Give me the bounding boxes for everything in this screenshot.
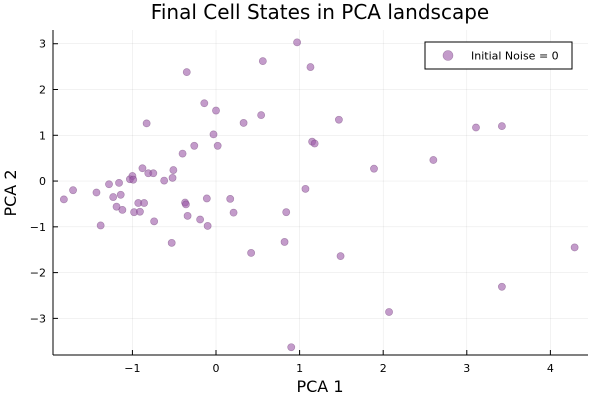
x-tick-label: 4	[547, 362, 554, 375]
x-tick-label: 1	[296, 362, 303, 375]
y-tick-label: 1	[39, 129, 46, 142]
axes	[52, 30, 588, 356]
data-point	[202, 194, 211, 203]
data-point	[212, 106, 220, 115]
data-point	[200, 99, 209, 108]
data-point	[306, 63, 315, 71]
ticks: −1 0 1 2 3 4 −3 −2 −1 0 1 2 3	[30, 38, 554, 375]
data-point	[334, 115, 343, 124]
data-point	[213, 141, 222, 150]
data-point	[229, 208, 238, 217]
chart-title: Final Cell States in PCA landscape	[151, 0, 489, 24]
data-point	[136, 207, 144, 216]
data-point	[116, 190, 125, 199]
data-point	[301, 184, 310, 193]
y-tick-label: 2	[39, 84, 46, 97]
legend: Initial Noise = 0	[424, 41, 573, 70]
data-points	[59, 38, 579, 352]
data-point	[239, 119, 248, 127]
x-axis-label: PCA 1	[296, 377, 343, 396]
data-point	[282, 208, 291, 217]
x-tick-label: 2	[380, 362, 387, 375]
data-point	[257, 111, 266, 120]
x-tick-label: 3	[463, 362, 470, 375]
data-point	[472, 123, 480, 132]
data-point	[92, 188, 101, 197]
data-point	[370, 164, 378, 173]
data-point	[258, 57, 267, 66]
data-point	[109, 193, 118, 201]
data-point	[69, 186, 77, 195]
data-point	[385, 308, 393, 316]
data-point	[142, 119, 151, 128]
data-point	[183, 211, 192, 220]
data-point	[190, 141, 199, 150]
grid	[53, 30, 588, 355]
data-point	[570, 243, 579, 252]
x-tick-label: −1	[124, 362, 140, 375]
data-point	[105, 180, 113, 189]
data-point	[149, 169, 158, 178]
data-point	[226, 195, 235, 203]
data-point	[112, 202, 121, 211]
data-point	[96, 221, 105, 230]
data-point	[138, 164, 147, 173]
y-tick-label: −3	[30, 312, 46, 325]
data-point	[182, 200, 190, 209]
data-point	[59, 195, 68, 204]
data-point	[150, 217, 159, 226]
data-point	[167, 238, 176, 247]
data-point	[140, 199, 149, 207]
legend-marker	[442, 50, 454, 61]
y-tick-label: −2	[30, 267, 46, 280]
data-point	[429, 156, 438, 164]
y-axis-label: PCA 2	[1, 169, 20, 216]
data-point	[336, 252, 345, 261]
x-tick-label: 0	[213, 362, 220, 375]
data-point	[178, 149, 187, 158]
data-point	[280, 238, 289, 246]
data-point	[310, 139, 319, 148]
data-point	[497, 282, 506, 291]
data-point	[169, 166, 178, 174]
legend-label: Initial Noise = 0	[471, 50, 559, 63]
data-point	[497, 122, 506, 131]
data-point	[115, 178, 123, 187]
y-tick-label: 0	[39, 175, 46, 188]
data-point	[293, 38, 301, 47]
y-tick-label: −1	[30, 221, 46, 234]
data-point	[168, 173, 177, 182]
data-point	[247, 249, 256, 257]
data-point	[203, 222, 212, 230]
y-tick-label: 3	[39, 38, 46, 51]
data-point	[209, 130, 218, 139]
data-point	[129, 175, 138, 184]
data-point	[118, 205, 127, 214]
data-point	[160, 176, 169, 185]
data-point	[182, 68, 191, 77]
data-point	[196, 215, 205, 224]
data-point	[287, 343, 296, 352]
